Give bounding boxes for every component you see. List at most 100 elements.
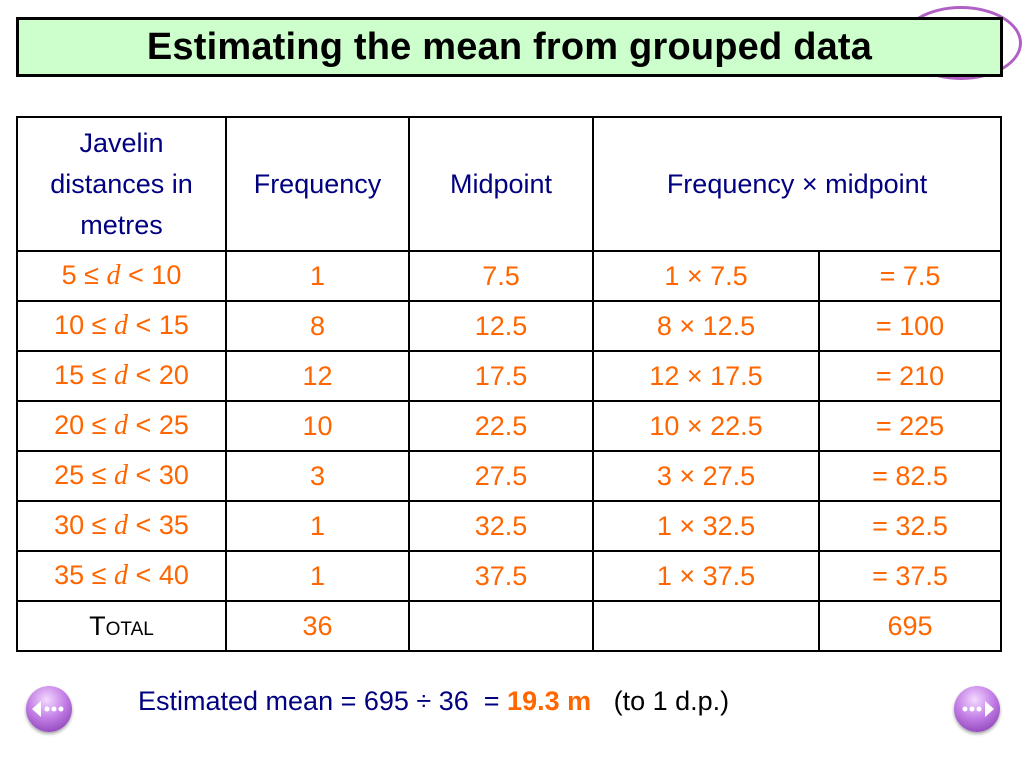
le-symbol: ≤ bbox=[91, 460, 107, 490]
frequency-cell: 12 bbox=[225, 350, 410, 402]
interval-upper: 20 bbox=[158, 360, 189, 390]
frequency-cell: 1 bbox=[225, 500, 410, 552]
interval-lower: 10 bbox=[54, 310, 85, 340]
product-calc-cell: 10 × 22.5 bbox=[592, 400, 820, 452]
table-row: 20 ≤ d < 25 10 22.5 10 × 22.5 = 225 bbox=[16, 400, 1003, 452]
product-result-cell: = 37.5 bbox=[817, 550, 1003, 602]
midpoint-cell: 32.5 bbox=[408, 500, 594, 552]
estimated-mean-line: Estimated mean = 695 ÷ 36 = 19.3 m (to 1… bbox=[138, 686, 729, 717]
midpoint-cell: 37.5 bbox=[408, 550, 594, 602]
header-distance: Javelin distances in metres bbox=[16, 116, 227, 252]
distance-variable: d bbox=[114, 510, 129, 541]
grouped-data-table: Javelin distances in metres Frequency Mi… bbox=[16, 116, 1003, 652]
distance-variable: d bbox=[114, 460, 129, 491]
midpoint-cell: 12.5 bbox=[408, 300, 594, 352]
interval-upper: 30 bbox=[158, 460, 189, 490]
table-total-row: Total 36 695 bbox=[16, 600, 1003, 652]
title-banner: Estimating the mean from grouped data bbox=[16, 17, 1003, 77]
product-calc-cell: 3 × 27.5 bbox=[592, 450, 820, 502]
midpoint-cell: 7.5 bbox=[408, 250, 594, 302]
header-frequency: Frequency bbox=[225, 116, 410, 252]
le-symbol: ≤ bbox=[91, 410, 107, 440]
table-header-row: Javelin distances in metres Frequency Mi… bbox=[16, 116, 1003, 252]
table-row: 5 ≤ d < 10 1 7.5 1 × 7.5 = 7.5 bbox=[16, 250, 1003, 302]
le-symbol: ≤ bbox=[91, 360, 107, 390]
product-result-cell: = 32.5 bbox=[817, 500, 1003, 552]
le-symbol: ≤ bbox=[91, 310, 107, 340]
header-midpoint: Midpoint bbox=[408, 116, 594, 252]
table-row: 35 ≤ d < 40 1 37.5 1 × 37.5 = 37.5 bbox=[16, 550, 1003, 602]
rounding-note: (to 1 d.p.) bbox=[591, 686, 730, 716]
table-row: 15 ≤ d < 20 12 17.5 12 × 17.5 = 210 bbox=[16, 350, 1003, 402]
distance-variable: d bbox=[114, 360, 129, 391]
table-row: 25 ≤ d < 30 3 27.5 3 × 27.5 = 82.5 bbox=[16, 450, 1003, 502]
interval-upper: 40 bbox=[158, 560, 189, 590]
total-midpoint-blank bbox=[408, 600, 594, 652]
distance-variable: d bbox=[114, 310, 129, 341]
estimated-mean-text: Estimated mean = 695 ÷ 36 = bbox=[138, 686, 508, 716]
distance-interval: 5 ≤ d < 10 bbox=[16, 250, 227, 302]
table-body: 5 ≤ d < 10 1 7.5 1 × 7.5 = 7.5 10 ≤ d < 15 8 12… bbox=[16, 250, 1003, 602]
page-title: Estimating the mean from grouped data bbox=[146, 25, 873, 68]
distance-interval: 30 ≤ d < 35 bbox=[16, 500, 227, 552]
product-calc-cell: 8 × 12.5 bbox=[592, 300, 820, 352]
product-calc-cell: 1 × 7.5 bbox=[592, 250, 820, 302]
interval-lower: 20 bbox=[54, 410, 85, 440]
product-result-cell: = 82.5 bbox=[817, 450, 1003, 502]
product-result-cell: = 100 bbox=[817, 300, 1003, 352]
estimated-mean-value: 19.3 m bbox=[507, 686, 592, 716]
total-frequency: 36 bbox=[225, 600, 410, 652]
product-calc-cell: 12 × 17.5 bbox=[592, 350, 820, 402]
lt-symbol: < bbox=[128, 260, 144, 290]
table-row: 10 ≤ d < 15 8 12.5 8 × 12.5 = 100 bbox=[16, 300, 1003, 352]
product-calc-cell: 1 × 37.5 bbox=[592, 550, 820, 602]
header-frequency-times-midpoint: Frequency × midpoint bbox=[591, 116, 1003, 252]
interval-upper: 10 bbox=[151, 260, 182, 290]
interval-lower: 5 bbox=[61, 260, 77, 290]
product-result-cell: = 225 bbox=[817, 400, 1003, 452]
lt-symbol: < bbox=[135, 310, 152, 340]
distance-interval: 15 ≤ d < 20 bbox=[16, 350, 227, 402]
frequency-cell: 10 bbox=[225, 400, 410, 452]
interval-lower: 30 bbox=[54, 510, 85, 540]
lt-symbol: < bbox=[135, 510, 152, 540]
total-label-text: Total bbox=[89, 610, 154, 641]
table-row: 30 ≤ d < 35 1 32.5 1 × 32.5 = 32.5 bbox=[16, 500, 1003, 552]
product-calc-cell: 1 × 32.5 bbox=[592, 500, 820, 552]
distance-interval: 10 ≤ d < 15 bbox=[16, 300, 227, 352]
le-symbol: ≤ bbox=[84, 260, 99, 290]
interval-lower: 35 bbox=[54, 560, 85, 590]
frequency-cell: 1 bbox=[225, 550, 410, 602]
total-label: Total bbox=[16, 600, 227, 652]
lt-symbol: < bbox=[135, 360, 152, 390]
distance-variable: d bbox=[114, 560, 129, 591]
lt-symbol: < bbox=[135, 560, 152, 590]
back-arrow-icon bbox=[32, 701, 64, 717]
lt-symbol: < bbox=[135, 460, 152, 490]
le-symbol: ≤ bbox=[91, 510, 107, 540]
product-result-cell: = 7.5 bbox=[817, 250, 1003, 302]
forward-arrow-icon bbox=[962, 701, 994, 717]
interval-lower: 15 bbox=[54, 360, 85, 390]
distance-interval: 25 ≤ d < 30 bbox=[16, 450, 227, 502]
midpoint-cell: 17.5 bbox=[408, 350, 594, 402]
interval-upper: 35 bbox=[158, 510, 189, 540]
interval-lower: 25 bbox=[54, 460, 85, 490]
interval-upper: 25 bbox=[158, 410, 189, 440]
distance-interval: 35 ≤ d < 40 bbox=[16, 550, 227, 602]
distance-variable: d bbox=[114, 410, 129, 441]
distance-variable: d bbox=[106, 260, 121, 291]
total-product: 695 bbox=[817, 600, 1003, 652]
next-slide-button[interactable] bbox=[954, 686, 1000, 732]
frequency-cell: 8 bbox=[225, 300, 410, 352]
product-result-cell: = 210 bbox=[817, 350, 1003, 402]
lt-symbol: < bbox=[135, 410, 152, 440]
frequency-cell: 3 bbox=[225, 450, 410, 502]
previous-slide-button[interactable] bbox=[26, 686, 72, 732]
midpoint-cell: 27.5 bbox=[408, 450, 594, 502]
frequency-cell: 1 bbox=[225, 250, 410, 302]
total-calc-blank bbox=[592, 600, 820, 652]
distance-interval: 20 ≤ d < 25 bbox=[16, 400, 227, 452]
interval-upper: 15 bbox=[158, 310, 189, 340]
midpoint-cell: 22.5 bbox=[408, 400, 594, 452]
